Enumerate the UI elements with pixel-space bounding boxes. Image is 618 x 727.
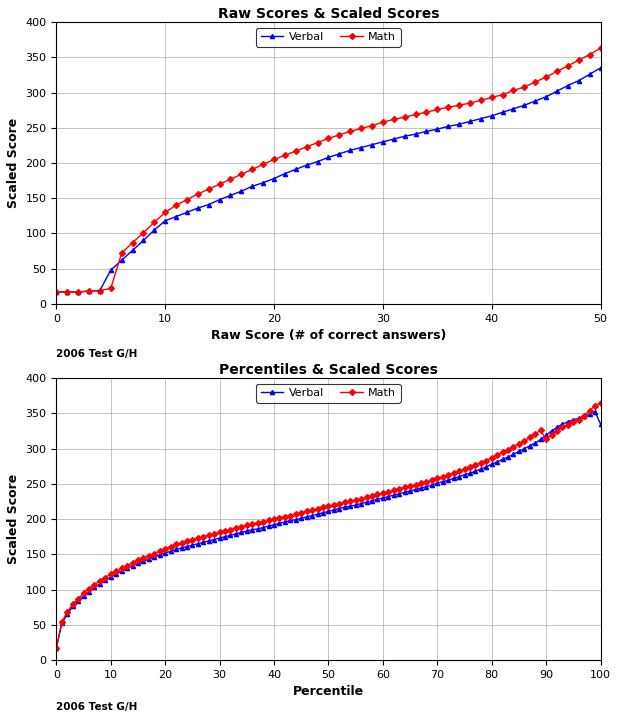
Verbal	[91, 583, 98, 592]
X-axis label: Raw Score (# of correct answers): Raw Score (# of correct answers)	[211, 329, 446, 342]
Line: Math: Math	[54, 46, 603, 294]
Math	[53, 288, 60, 297]
Verbal	[188, 541, 196, 550]
Verbal	[586, 70, 593, 79]
Verbal	[444, 122, 452, 131]
Text: 2006 Test G/H: 2006 Test G/H	[56, 349, 137, 359]
Math	[216, 180, 223, 188]
Y-axis label: Scaled Score: Scaled Score	[7, 118, 20, 208]
Verbal	[434, 479, 441, 488]
Verbal	[303, 513, 310, 521]
Text: 2006 Test G/H: 2006 Test G/H	[56, 702, 137, 712]
Math	[597, 44, 604, 52]
Math	[586, 50, 593, 59]
Verbal	[379, 494, 387, 502]
Math	[227, 175, 234, 184]
Math	[444, 103, 452, 112]
Line: Verbal: Verbal	[54, 66, 603, 294]
Verbal	[597, 419, 604, 428]
Math	[53, 643, 60, 652]
Legend: Verbal, Math: Verbal, Math	[256, 384, 400, 403]
Y-axis label: Scaled Score: Scaled Score	[7, 474, 20, 564]
Verbal	[53, 643, 60, 652]
Math	[188, 535, 196, 544]
Math	[461, 465, 468, 473]
Math	[303, 507, 310, 515]
Math	[91, 580, 98, 589]
Verbal	[591, 408, 599, 417]
Line: Math: Math	[54, 401, 603, 650]
Verbal	[461, 470, 468, 479]
Math	[412, 110, 419, 119]
Math	[597, 398, 604, 407]
Verbal	[227, 191, 234, 200]
X-axis label: Percentile: Percentile	[293, 686, 364, 698]
Verbal	[412, 129, 419, 138]
Verbal	[216, 196, 223, 204]
Line: Verbal: Verbal	[54, 410, 603, 650]
Math	[379, 489, 387, 497]
Math	[434, 474, 441, 483]
Math	[172, 201, 180, 209]
Title: Percentiles & Scaled Scores: Percentiles & Scaled Scores	[219, 363, 438, 377]
Title: Raw Scores & Scaled Scores: Raw Scores & Scaled Scores	[218, 7, 439, 21]
Legend: Verbal, Math: Verbal, Math	[256, 28, 400, 47]
Verbal	[53, 288, 60, 297]
Verbal	[172, 212, 180, 221]
Verbal	[597, 63, 604, 72]
